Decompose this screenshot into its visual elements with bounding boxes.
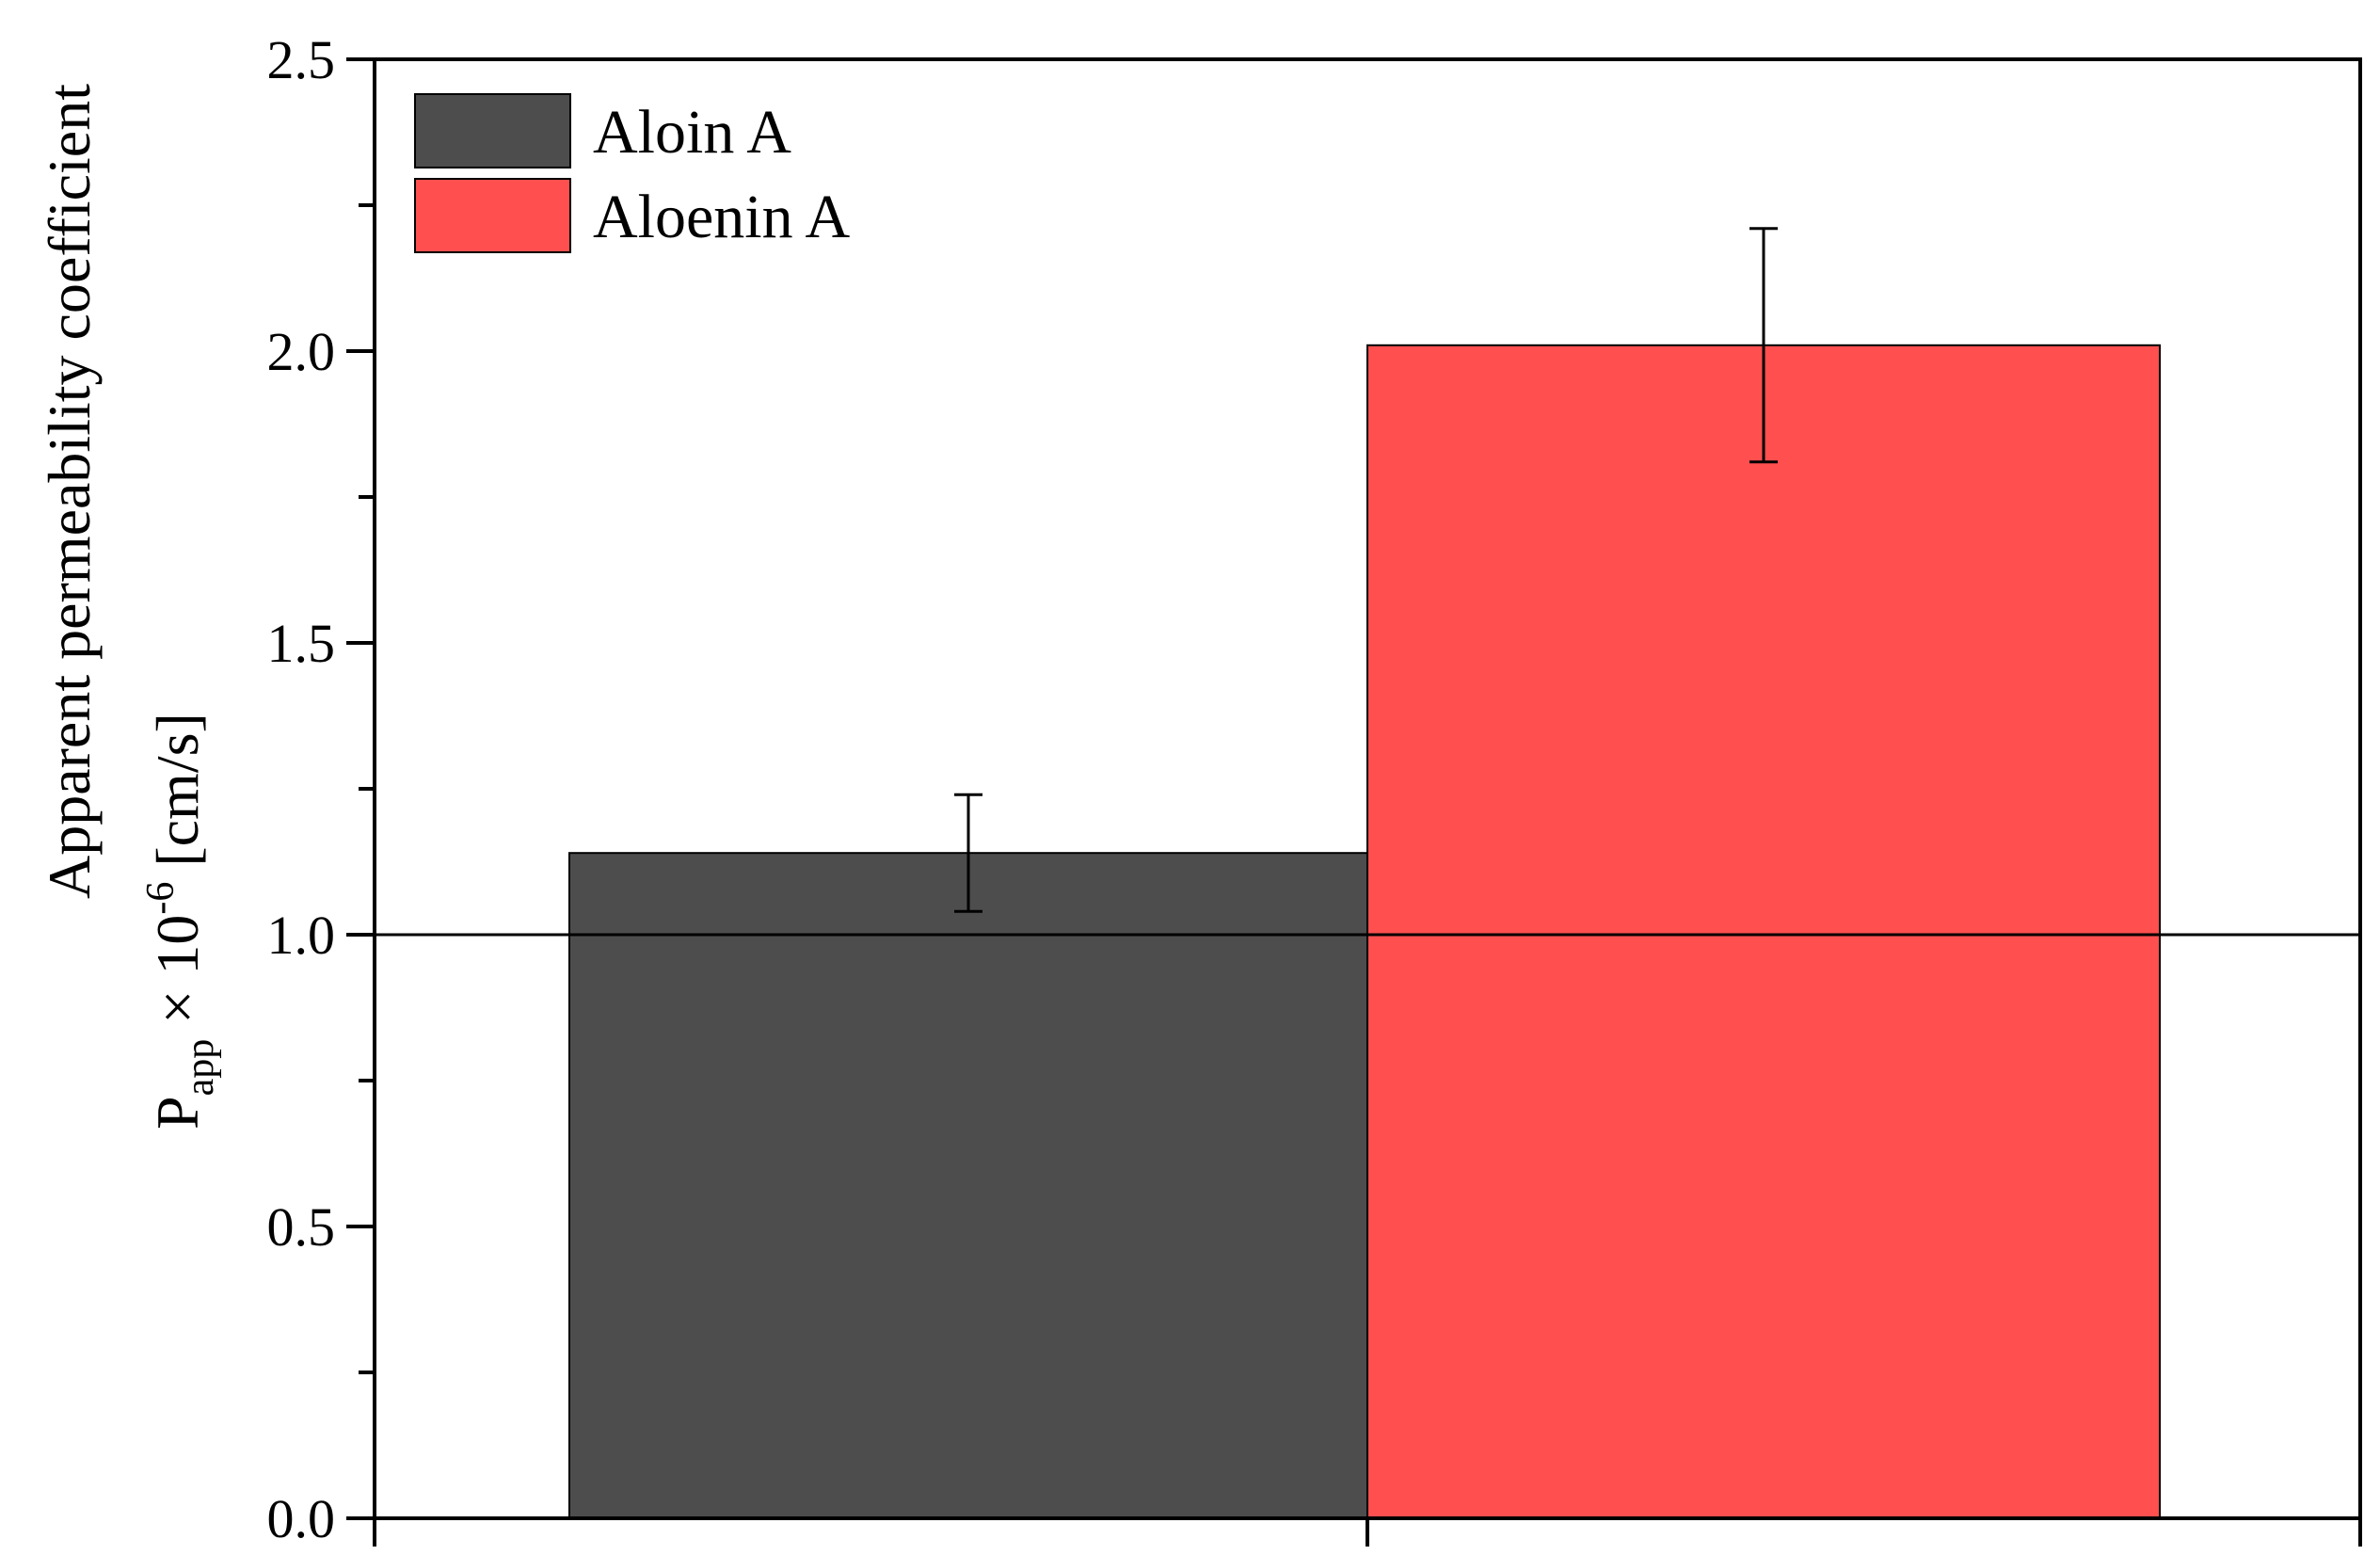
y-axis-ticks: 0.0 0.5 1.0 1.5 2.0 2.5 — [267, 29, 375, 1549]
y-axis-title: Apparent permeability coefficient — [36, 84, 103, 899]
x-axis-ticks — [373, 1518, 2362, 1547]
legend-label-aloin-a: Aloin A — [593, 98, 791, 167]
y-tick-label: 1.0 — [267, 905, 336, 966]
y-tick-label: 0.0 — [267, 1488, 336, 1549]
ylabel-times: × 10 — [144, 915, 211, 1039]
y-axis-title-line2-group: Papp × 10-6 [cm/s] — [139, 713, 222, 1130]
legend-swatch-aloin-a — [414, 93, 571, 168]
ylabel-exponent: -6 — [139, 882, 183, 915]
error-bars-layer — [954, 227, 1778, 913]
ylabel-unit: [cm/s] — [144, 713, 211, 882]
error-bar-aloin-a — [954, 793, 982, 913]
error-bar-aloenin-a — [1749, 227, 1778, 464]
ylabel-base: P — [144, 1096, 211, 1130]
bar-aloenin-a — [1366, 344, 2161, 1519]
ylabel-subscript: app — [179, 1039, 222, 1097]
y-axis-title-line2: Papp × 10-6 [cm/s] — [139, 713, 222, 1130]
y-axis-title-line1: Apparent permeability coefficient — [36, 84, 103, 899]
legend-swatch-aloenin-a — [414, 178, 571, 253]
y-tick-label: 2.5 — [267, 29, 336, 90]
legend-label-aloenin-a: Aloenin A — [593, 183, 850, 251]
bars-layer — [568, 344, 2161, 1519]
legend: Aloin A Aloenin A — [414, 93, 850, 253]
y-tick-label: 1.5 — [267, 613, 336, 674]
bar-aloin-a — [568, 852, 1368, 1519]
y-tick-label: 2.0 — [267, 321, 336, 382]
y-tick-label: 0.5 — [267, 1196, 336, 1258]
